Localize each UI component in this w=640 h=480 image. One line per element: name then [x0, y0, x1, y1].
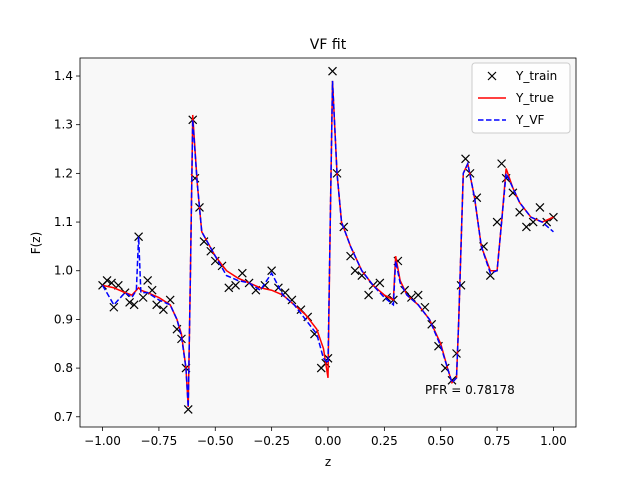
- y-tick-label: 1.2: [54, 166, 73, 180]
- train-point: [375, 278, 385, 288]
- x-tick-label: 1.00: [540, 434, 567, 448]
- legend-label: Y_train: [515, 69, 557, 83]
- y-tick-label: 0.8: [54, 361, 73, 375]
- train-point: [158, 305, 168, 315]
- train-point: [183, 405, 193, 414]
- train-point: [485, 271, 495, 281]
- y-tick-label: 0.9: [54, 312, 73, 326]
- train-point: [129, 300, 139, 310]
- chart-title: VF fit: [310, 37, 347, 53]
- y-tick-label: 1.1: [54, 215, 73, 229]
- x-tick-label: −0.75: [141, 434, 178, 448]
- y-tick-label: 1.0: [54, 264, 73, 278]
- y-tick-label: 0.7: [54, 410, 73, 424]
- train-point: [102, 276, 112, 285]
- train-point: [231, 280, 240, 290]
- train-point: [210, 256, 220, 266]
- train-point: [134, 232, 144, 242]
- x-tick-label: 0.25: [371, 434, 398, 448]
- train-point: [492, 217, 502, 227]
- train-point: [199, 237, 209, 246]
- train-point: [125, 297, 135, 307]
- plot: [98, 66, 558, 414]
- x-tick-label: 0.75: [484, 434, 511, 448]
- train-point: [413, 290, 423, 300]
- train-point: [224, 283, 234, 293]
- train-point: [406, 293, 416, 302]
- x-tick-label: 0.00: [315, 434, 342, 448]
- y-tick-label: 1.3: [54, 118, 73, 132]
- x-axis-label: z: [325, 455, 331, 469]
- y-tick-label: 1.4: [54, 69, 73, 83]
- train-point: [521, 222, 531, 232]
- x-tick-label: −0.25: [253, 434, 290, 448]
- train-point: [287, 295, 297, 305]
- train-point: [515, 207, 525, 217]
- train-point: [152, 300, 162, 310]
- train-point: [549, 212, 558, 222]
- train-point: [138, 293, 148, 302]
- legend-label: Y_true: [515, 91, 554, 105]
- y-axis-label: F(z): [29, 232, 43, 255]
- train-point: [452, 349, 461, 358]
- train-point: [109, 302, 119, 312]
- series-line: [101, 80, 554, 408]
- legend-label: Y_VF: [515, 113, 545, 127]
- train-point: [350, 266, 360, 276]
- train-point: [364, 290, 374, 300]
- legend-box: [471, 62, 571, 134]
- x-tick-label: 0.50: [427, 434, 454, 448]
- train-point: [267, 266, 277, 276]
- x-tick-label: −1.00: [84, 434, 121, 448]
- train-point: [461, 154, 470, 164]
- annotation: PFR = 0.78178: [425, 383, 515, 397]
- train-point: [497, 159, 507, 169]
- train-point: [487, 71, 497, 81]
- train-point: [357, 271, 367, 281]
- legend-key: [487, 71, 497, 81]
- train-point: [535, 203, 545, 212]
- train-point: [107, 278, 116, 288]
- x-tick-label: −0.50: [197, 434, 234, 448]
- train-point: [237, 268, 247, 278]
- train-point: [143, 276, 153, 285]
- train-point: [456, 280, 466, 290]
- train-point: [328, 66, 337, 76]
